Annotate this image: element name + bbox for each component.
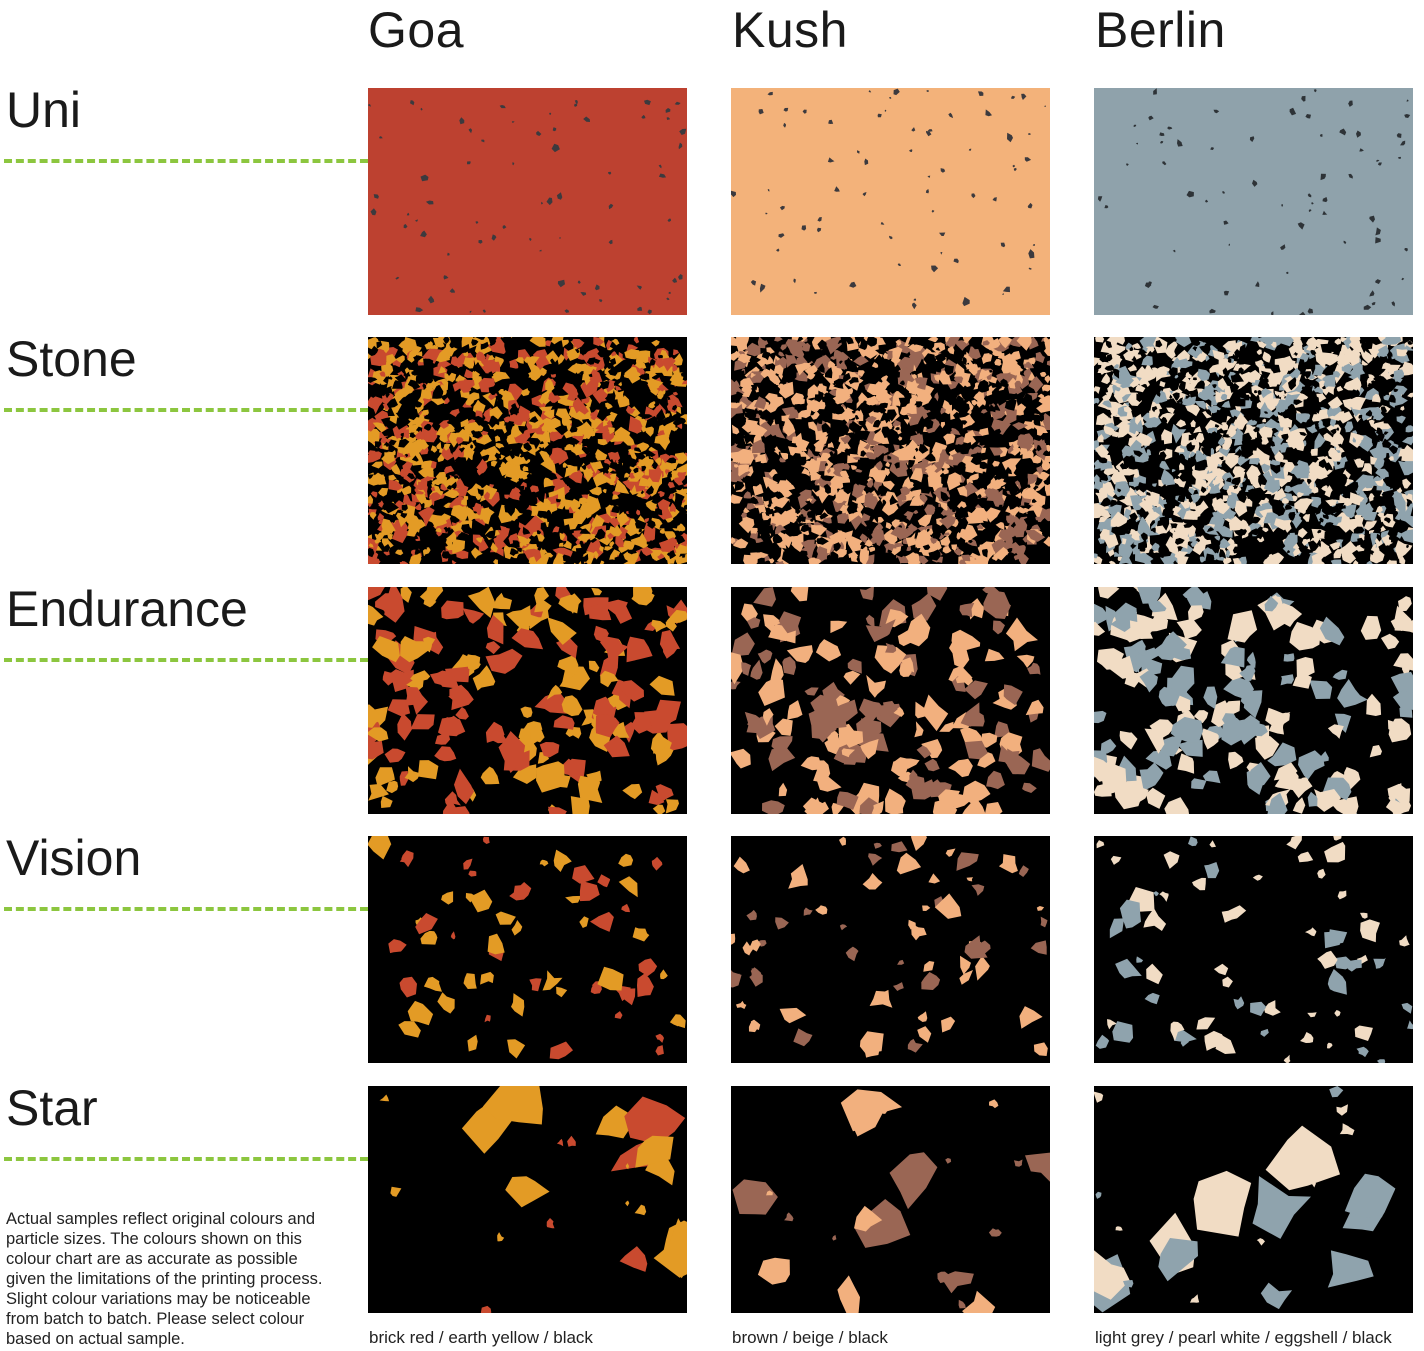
texture-image <box>1094 587 1413 814</box>
row-divider-stone <box>4 408 368 412</box>
texture-image <box>368 337 687 564</box>
row-divider-uni <box>4 159 368 163</box>
swatch-endurance-berlin <box>1094 587 1413 814</box>
swatch-stone-berlin <box>1094 337 1413 564</box>
texture-image <box>368 1086 687 1313</box>
swatch-vision-berlin <box>1094 836 1413 1063</box>
texture-image <box>731 337 1050 564</box>
swatch-star-berlin <box>1094 1086 1413 1313</box>
caption-kush: brown / beige / black <box>732 1328 888 1347</box>
swatch-uni-berlin <box>1094 88 1413 315</box>
column-title-goa: Goa <box>368 2 465 58</box>
disclaimer-note: Actual samples reflect original colours … <box>6 1210 323 1348</box>
caption-berlin: light grey / pearl white / eggshell / bl… <box>1095 1328 1392 1347</box>
texture-image <box>368 836 687 1063</box>
column-title-kush: Kush <box>732 2 848 58</box>
row-divider-endurance <box>4 658 368 662</box>
caption-goa: brick red / earth yellow / black <box>369 1328 593 1347</box>
texture-image <box>1094 337 1413 564</box>
swatch-stone-kush <box>731 337 1050 564</box>
texture-image <box>731 836 1050 1063</box>
swatch-vision-goa <box>368 836 687 1063</box>
row-label-endurance: Endurance <box>6 581 248 637</box>
texture-image <box>368 88 687 315</box>
swatch-star-kush <box>731 1086 1050 1313</box>
swatch-uni-goa <box>368 88 687 315</box>
row-label-star: Star <box>6 1080 98 1136</box>
texture-image <box>731 88 1050 315</box>
swatch-endurance-goa <box>368 587 687 814</box>
swatch-star-goa <box>368 1086 687 1313</box>
swatch-vision-kush <box>731 836 1050 1063</box>
row-label-stone: Stone <box>6 331 137 387</box>
texture-image <box>1094 88 1413 315</box>
texture-image <box>368 587 687 814</box>
texture-image <box>1094 1086 1413 1313</box>
swatch-uni-kush <box>731 88 1050 315</box>
swatch-endurance-kush <box>731 587 1050 814</box>
row-label-vision: Vision <box>6 830 142 886</box>
texture-image <box>731 587 1050 814</box>
row-divider-star <box>4 1157 368 1161</box>
column-title-berlin: Berlin <box>1095 2 1226 58</box>
swatch-stone-goa <box>368 337 687 564</box>
row-label-uni: Uni <box>6 82 82 138</box>
texture-image <box>731 1086 1050 1313</box>
texture-image <box>1094 836 1413 1063</box>
row-divider-vision <box>4 907 368 911</box>
